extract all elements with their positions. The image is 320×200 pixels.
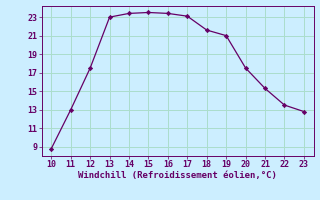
X-axis label: Windchill (Refroidissement éolien,°C): Windchill (Refroidissement éolien,°C)	[78, 171, 277, 180]
